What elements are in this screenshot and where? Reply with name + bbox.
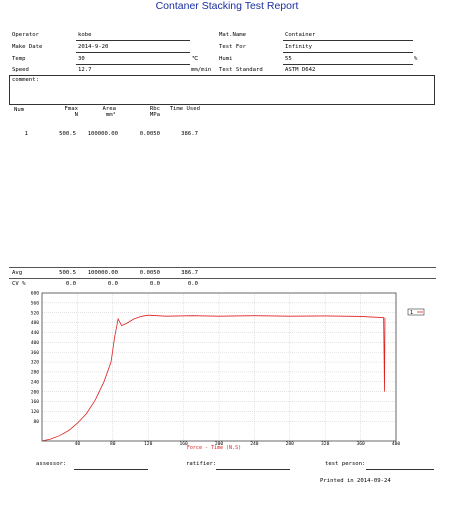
avg-area: 100000.00 xyxy=(87,270,118,276)
make-date-label: Make Date xyxy=(12,44,43,50)
force-time-chart: 80 120 160 200 240 280 320 360 400 440 480 520 560 60… xyxy=(31,291,425,450)
row-num: 1 xyxy=(24,131,28,137)
avg-label: Avg xyxy=(12,270,23,276)
operator-underline xyxy=(76,40,190,41)
y-tick-label: 480 xyxy=(31,320,40,326)
mat-name-value: Container xyxy=(285,32,316,38)
legend-box xyxy=(407,308,425,316)
stats-mid-rule xyxy=(9,278,436,279)
force-time-series-1 xyxy=(41,314,386,442)
cv-area: 0.0 xyxy=(107,281,118,287)
row-fmax: 500.5 xyxy=(59,131,76,137)
avg-fmax: 500.5 xyxy=(59,270,76,276)
header-rbc-unit: MPa xyxy=(149,112,160,118)
temp-underline xyxy=(76,64,190,65)
temp-label: Temp xyxy=(12,56,26,62)
y-tick-label: 160 xyxy=(31,399,40,405)
header-fmax-unit: N xyxy=(74,112,78,118)
header-rbc: Rbc xyxy=(149,106,160,112)
mat-name-label: Mat.Name xyxy=(219,32,246,38)
mat-name-underline xyxy=(283,40,413,41)
y-tick-label: 560 xyxy=(31,300,40,306)
legend: 1 xyxy=(407,308,425,316)
header-fmax: Fmax xyxy=(64,106,78,112)
header-area: Area xyxy=(102,106,116,112)
chart-y-ticks: 80 120 160 200 240 280 320 360 400 440 480 520 560 60… xyxy=(31,291,40,425)
x-tick-label: 40 xyxy=(75,441,81,447)
x-tick-label: 320 xyxy=(321,441,330,447)
y-tick-label: 400 xyxy=(31,340,40,346)
test-standard-value: ASTM D642 xyxy=(285,67,316,73)
header-num: Num xyxy=(14,107,25,113)
plot-frame xyxy=(41,292,397,442)
header-area-unit: mm² xyxy=(105,112,116,118)
stats-top-rule xyxy=(9,267,436,268)
humi-label: Humi xyxy=(219,56,233,62)
y-tick-label: 520 xyxy=(31,310,40,316)
cv-label: CV % xyxy=(12,281,26,287)
speed-unit: mm/min xyxy=(191,67,212,73)
make-date-underline xyxy=(76,52,190,53)
cv-time-used: 0.0 xyxy=(187,281,198,287)
test-person-label: test person: xyxy=(325,461,366,467)
x-tick-label: 240 xyxy=(250,441,259,447)
x-tick-label: 160 xyxy=(179,441,188,447)
x-tick-label: 80 xyxy=(110,441,116,447)
y-tick-label: 360 xyxy=(31,350,40,356)
test-person-signature-line xyxy=(366,469,434,470)
test-for-underline xyxy=(283,52,413,53)
avg-time-used: 386.7 xyxy=(181,270,198,276)
humi-unit: % xyxy=(414,56,418,62)
ratifier-signature-line xyxy=(216,469,290,470)
comment-label: comment: xyxy=(12,77,39,83)
row-area: 100000.00 xyxy=(87,131,118,137)
report-title: Contaner Stacking Test Report xyxy=(155,0,299,12)
humi-value: 55 xyxy=(285,56,292,62)
row-time-used: 386.7 xyxy=(181,131,198,137)
test-for-label: Test For xyxy=(219,44,246,50)
y-tick-label: 240 xyxy=(31,379,40,385)
y-tick-label: 200 xyxy=(31,389,40,395)
comment-box: comment: xyxy=(9,75,435,105)
x-tick-label: 360 xyxy=(356,441,365,447)
printed-date: Printed in 2014-09-24 xyxy=(320,478,391,484)
speed-value: 12.7 xyxy=(78,67,92,73)
x-tick-label: 200 xyxy=(215,441,224,447)
operator-value: kobe xyxy=(78,32,92,38)
test-for-value: Infinity xyxy=(285,44,312,50)
row-rbc: 0.0050 xyxy=(139,131,160,137)
x-tick-label: 120 xyxy=(144,441,153,447)
avg-rbc: 0.0050 xyxy=(139,270,160,276)
make-date-value: 2014-9-20 xyxy=(78,44,109,50)
speed-label: Speed xyxy=(12,67,29,73)
temp-value: 30 xyxy=(78,56,85,62)
chart-x-ticks: 40 80 120 160 200 240 280 320 360 400 xyxy=(75,441,401,447)
cv-fmax: 0.0 xyxy=(65,281,76,287)
cv-rbc: 0.0 xyxy=(149,281,160,287)
ratifier-label: ratifier: xyxy=(186,461,217,467)
y-tick-label: 120 xyxy=(31,409,40,415)
x-tick-label: 280 xyxy=(286,441,295,447)
legend-entry: 1 xyxy=(410,310,413,316)
humi-underline xyxy=(283,64,413,65)
test-standard-label: Test Standard xyxy=(219,67,263,73)
assessor-label: assessor: xyxy=(36,461,67,467)
y-tick-label: 80 xyxy=(33,419,39,425)
operator-label: Operator xyxy=(12,32,39,38)
y-tick-label: 440 xyxy=(31,330,40,336)
header-time-used: Time Used xyxy=(169,106,200,112)
x-axis-label: Force - Time (N.S) xyxy=(187,445,241,450)
temp-unit: ℃ xyxy=(192,56,199,62)
y-tick-label: 600 xyxy=(31,291,40,297)
chart-grid xyxy=(42,292,397,441)
y-tick-label: 280 xyxy=(31,370,40,376)
y-tick-label: 320 xyxy=(31,360,40,366)
assessor-signature-line xyxy=(74,469,148,470)
x-tick-label: 400 xyxy=(392,441,401,447)
